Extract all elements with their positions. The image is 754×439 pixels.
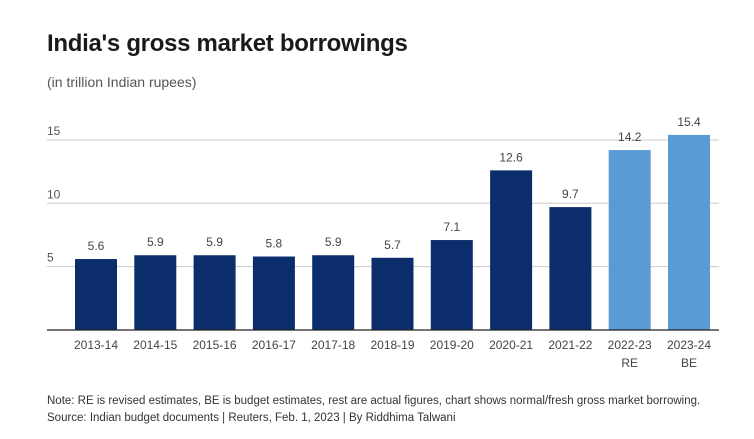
x-tick-label: 2016-17 xyxy=(252,338,296,352)
bar xyxy=(252,256,295,330)
x-tick-label: 2022-23 xyxy=(608,338,652,352)
x-tick-label: 2013-14 xyxy=(74,338,118,352)
bar xyxy=(608,150,651,330)
data-label: 7.1 xyxy=(443,220,460,234)
chart-source: Source: Indian budget documents | Reuter… xyxy=(47,412,456,424)
chart-subtitle: (in trillion Indian rupees) xyxy=(47,74,197,90)
bar xyxy=(430,240,473,330)
chart-title: India's gross market borrowings xyxy=(47,30,408,57)
x-tick-label: 2023-24 xyxy=(667,338,711,352)
bar xyxy=(193,255,236,330)
x-tick-sublabel: RE xyxy=(621,356,638,370)
bar xyxy=(490,170,533,330)
data-label: 5.9 xyxy=(147,235,164,249)
data-label: 5.6 xyxy=(88,239,105,253)
data-label: 5.8 xyxy=(266,237,283,251)
bar xyxy=(371,257,414,330)
x-tick-label: 2018-19 xyxy=(370,338,414,352)
data-label: 5.9 xyxy=(206,235,223,249)
x-tick-label: 2015-16 xyxy=(193,338,237,352)
data-label: 14.2 xyxy=(618,130,642,144)
bar-chart: 5 10 15 5.6 2013-14 5.9 2014-15 5.9 2015-16 5.8 20… xyxy=(47,115,719,370)
x-tick-label: 2017-18 xyxy=(311,338,355,352)
y-tick-label: 5 xyxy=(47,251,54,265)
data-label: 9.7 xyxy=(562,187,579,201)
data-label: 12.6 xyxy=(499,150,523,164)
data-label: 15.4 xyxy=(677,115,701,129)
x-tick-sublabel: BE xyxy=(681,356,697,370)
data-label: 5.9 xyxy=(325,235,342,249)
bar xyxy=(75,259,117,330)
x-tick-label: 2019-20 xyxy=(430,338,474,352)
x-tick-label: 2020-21 xyxy=(489,338,533,352)
y-tick-label: 10 xyxy=(47,187,61,201)
x-tick-label: 2021-22 xyxy=(548,338,592,352)
chart-footer: Note: RE is revised estimates, BE is bud… xyxy=(47,393,700,427)
y-tick-label: 15 xyxy=(47,124,61,138)
bar xyxy=(312,255,355,330)
bar xyxy=(668,134,710,330)
bar xyxy=(549,207,592,330)
bar xyxy=(134,255,177,330)
x-tick-label: 2014-15 xyxy=(133,338,177,352)
data-label: 5.7 xyxy=(384,238,401,252)
chart-note: Note: RE is revised estimates, BE is bud… xyxy=(47,395,701,407)
